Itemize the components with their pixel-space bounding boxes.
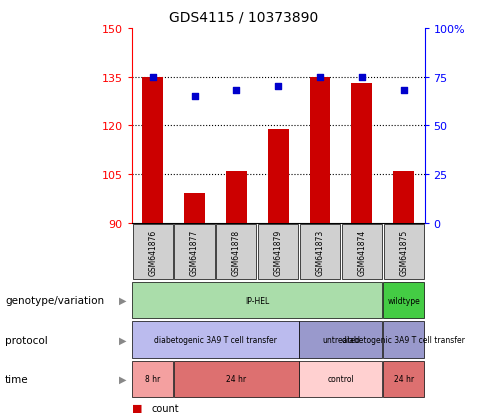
Text: time: time	[5, 374, 28, 384]
Point	[400, 88, 407, 94]
Text: GSM641877: GSM641877	[190, 229, 199, 275]
Point	[149, 74, 157, 81]
Text: genotype/variation: genotype/variation	[5, 295, 104, 306]
Bar	[384, 224, 424, 280]
Bar	[258, 224, 298, 280]
Text: ▶: ▶	[120, 295, 127, 306]
Text: IP-HEL: IP-HEL	[245, 296, 269, 305]
Bar	[133, 224, 173, 280]
Bar	[216, 224, 256, 280]
Text: 24 hr: 24 hr	[394, 375, 414, 383]
Point	[316, 74, 324, 81]
Text: GSM641874: GSM641874	[357, 229, 366, 275]
Bar	[342, 224, 382, 280]
Text: count: count	[151, 403, 179, 413]
Bar	[393, 171, 414, 223]
Text: 24 hr: 24 hr	[226, 375, 246, 383]
Text: ■: ■	[132, 403, 142, 413]
Bar	[383, 282, 424, 318]
Bar	[226, 171, 247, 223]
Bar	[383, 322, 424, 358]
Point	[358, 74, 366, 81]
Bar	[300, 322, 382, 358]
Text: diabetogenic 3A9 T cell transfer: diabetogenic 3A9 T cell transfer	[154, 335, 277, 344]
Bar	[383, 361, 424, 397]
Text: 8 hr: 8 hr	[145, 375, 160, 383]
Text: ▶: ▶	[120, 335, 127, 345]
Bar	[142, 77, 163, 223]
Bar	[300, 224, 340, 280]
Text: GSM641878: GSM641878	[232, 229, 241, 275]
Bar	[132, 322, 299, 358]
Text: GSM641879: GSM641879	[274, 229, 283, 275]
Bar	[132, 282, 382, 318]
Bar	[268, 129, 288, 223]
Text: GSM641875: GSM641875	[399, 229, 408, 275]
Text: diabetogenic 3A9 T cell transfer: diabetogenic 3A9 T cell transfer	[342, 335, 465, 344]
Text: GSM641876: GSM641876	[148, 229, 157, 275]
Point	[274, 84, 282, 90]
Bar	[184, 194, 205, 223]
Text: GDS4115 / 10373890: GDS4115 / 10373890	[169, 10, 319, 24]
Point	[232, 88, 240, 94]
Bar	[351, 84, 372, 223]
Bar	[300, 361, 382, 397]
Text: control: control	[327, 375, 354, 383]
Text: protocol: protocol	[5, 335, 48, 345]
Bar	[174, 361, 299, 397]
Text: untreated: untreated	[322, 335, 360, 344]
Point	[191, 93, 199, 100]
Bar	[309, 77, 330, 223]
Text: GSM641873: GSM641873	[315, 229, 325, 275]
Bar	[174, 224, 215, 280]
Text: wildtype: wildtype	[387, 296, 420, 305]
Bar	[132, 361, 173, 397]
Text: ▶: ▶	[120, 374, 127, 384]
